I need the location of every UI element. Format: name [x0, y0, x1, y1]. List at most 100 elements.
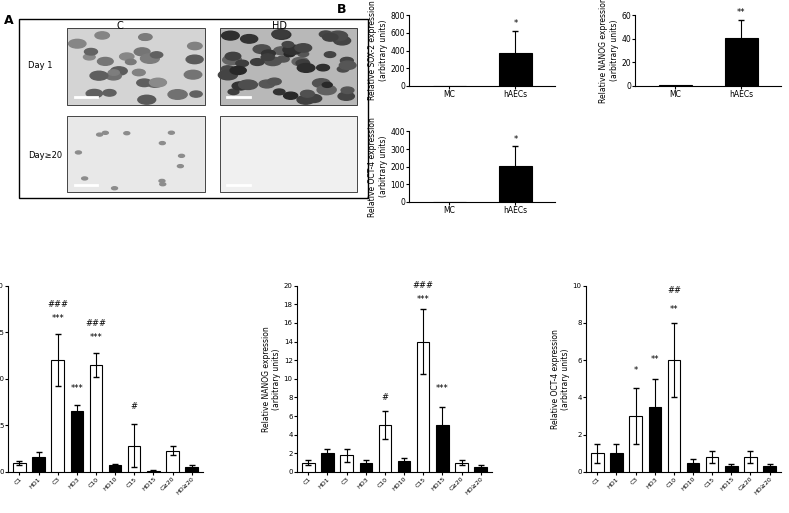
- Circle shape: [340, 57, 353, 64]
- Bar: [474, 467, 487, 472]
- Circle shape: [272, 30, 291, 40]
- Bar: [340, 455, 353, 472]
- Circle shape: [323, 33, 338, 41]
- Circle shape: [298, 51, 308, 56]
- Circle shape: [185, 70, 202, 79]
- Text: ***: ***: [90, 332, 103, 342]
- Circle shape: [139, 34, 152, 41]
- Circle shape: [159, 142, 166, 145]
- Text: **: **: [650, 355, 659, 364]
- Circle shape: [228, 89, 239, 94]
- Circle shape: [103, 90, 116, 96]
- Text: ###: ###: [47, 300, 68, 309]
- Bar: [659, 85, 692, 86]
- Bar: [455, 463, 468, 472]
- Circle shape: [148, 80, 163, 87]
- Bar: [725, 466, 738, 472]
- FancyBboxPatch shape: [67, 28, 205, 105]
- Text: Day 1: Day 1: [28, 61, 53, 70]
- Y-axis label: Relative SOX-2 expression
(arbitrary units): Relative SOX-2 expression (arbitrary uni…: [368, 1, 388, 101]
- Bar: [610, 453, 623, 472]
- Circle shape: [267, 57, 277, 63]
- Circle shape: [238, 80, 257, 89]
- Circle shape: [110, 67, 127, 75]
- Bar: [90, 365, 102, 472]
- Text: #: #: [381, 393, 388, 402]
- Bar: [13, 463, 25, 472]
- FancyBboxPatch shape: [19, 19, 368, 198]
- Circle shape: [159, 183, 166, 186]
- Circle shape: [316, 65, 330, 71]
- Bar: [591, 453, 604, 472]
- Circle shape: [76, 151, 81, 154]
- Circle shape: [264, 57, 282, 66]
- Bar: [630, 416, 641, 472]
- Circle shape: [284, 51, 295, 57]
- Circle shape: [190, 91, 202, 97]
- Circle shape: [84, 54, 95, 60]
- Text: ***: ***: [51, 314, 64, 323]
- Circle shape: [232, 82, 249, 90]
- Bar: [148, 470, 159, 472]
- Circle shape: [222, 31, 239, 40]
- Bar: [128, 446, 140, 472]
- Bar: [725, 37, 758, 86]
- Circle shape: [297, 64, 315, 72]
- Circle shape: [241, 34, 258, 43]
- Circle shape: [328, 31, 347, 41]
- Circle shape: [341, 87, 354, 93]
- Y-axis label: Relative OCT-4 expression
(arbitrary units): Relative OCT-4 expression (arbitrary uni…: [551, 329, 570, 429]
- FancyBboxPatch shape: [220, 28, 357, 105]
- Text: **: **: [670, 305, 679, 313]
- Circle shape: [283, 45, 302, 54]
- Circle shape: [125, 60, 136, 65]
- Circle shape: [219, 70, 237, 80]
- Circle shape: [283, 92, 297, 99]
- Bar: [302, 463, 315, 472]
- Text: ##: ##: [667, 286, 681, 295]
- Circle shape: [259, 80, 275, 88]
- Circle shape: [82, 177, 88, 180]
- Bar: [706, 457, 719, 472]
- Bar: [109, 465, 122, 472]
- Bar: [499, 166, 532, 202]
- Text: **: **: [737, 8, 746, 17]
- Text: ***: ***: [417, 295, 429, 304]
- Circle shape: [134, 48, 150, 56]
- Bar: [379, 425, 391, 472]
- FancyBboxPatch shape: [67, 116, 205, 192]
- Circle shape: [98, 57, 113, 65]
- Circle shape: [317, 85, 336, 95]
- Circle shape: [178, 165, 183, 168]
- Circle shape: [96, 133, 103, 136]
- Circle shape: [69, 40, 86, 48]
- Bar: [436, 425, 449, 472]
- Bar: [398, 461, 410, 472]
- Text: C: C: [116, 21, 123, 31]
- Bar: [360, 463, 372, 472]
- Circle shape: [90, 71, 108, 80]
- Circle shape: [151, 52, 163, 58]
- Circle shape: [84, 48, 98, 55]
- Circle shape: [267, 78, 281, 85]
- Text: ###: ###: [413, 281, 434, 290]
- Circle shape: [251, 58, 264, 66]
- Circle shape: [339, 61, 356, 69]
- Circle shape: [305, 94, 322, 103]
- Circle shape: [292, 57, 308, 66]
- Circle shape: [225, 52, 241, 60]
- Circle shape: [186, 55, 203, 64]
- Circle shape: [272, 30, 290, 38]
- Circle shape: [140, 54, 159, 63]
- Circle shape: [95, 32, 110, 39]
- Circle shape: [296, 60, 309, 67]
- Text: Day≥20: Day≥20: [28, 151, 62, 160]
- Y-axis label: Relative OCT-4 expression
(arbitrary units): Relative OCT-4 expression (arbitrary uni…: [368, 116, 388, 216]
- Circle shape: [108, 70, 119, 75]
- Circle shape: [136, 79, 151, 87]
- Text: HD: HD: [271, 21, 286, 31]
- Circle shape: [230, 66, 246, 74]
- Circle shape: [188, 43, 202, 50]
- Circle shape: [261, 54, 275, 61]
- Circle shape: [149, 78, 166, 87]
